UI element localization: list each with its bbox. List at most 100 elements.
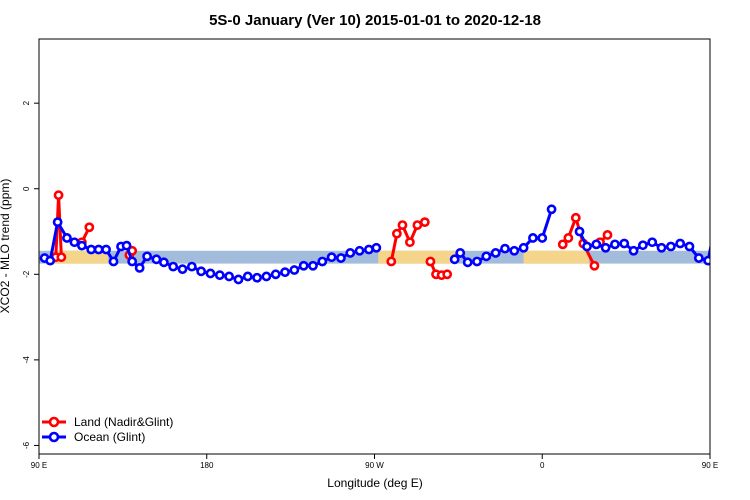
ocean-data-point — [712, 219, 719, 226]
ocean-data-point — [233, 274, 244, 285]
ocean-data-point — [518, 242, 529, 253]
ocean-data-point — [151, 254, 162, 265]
ocean-data-point — [647, 237, 658, 248]
ocean-data-point — [675, 238, 686, 249]
ocean-data-point — [261, 271, 272, 282]
y-tick-label: 2 — [22, 100, 31, 105]
land-data-point — [412, 220, 423, 231]
land-data-point — [557, 239, 568, 250]
x-tick-label: 0 — [540, 461, 545, 470]
ocean-data-point — [196, 266, 207, 277]
ocean-data-point — [214, 270, 225, 281]
land-data-point — [425, 256, 436, 267]
ocean-data-point — [490, 248, 501, 258]
ocean-data-point — [665, 241, 676, 252]
ocean-data-point — [336, 253, 346, 263]
ocean-data-point — [270, 269, 281, 280]
y-axis-label: XCO2 - MLO trend (ppm) — [0, 179, 12, 314]
plot-background — [39, 250, 710, 264]
ocean-data-point — [638, 240, 648, 251]
legend: Land (Nadir&Glint)Ocean (Glint) — [42, 415, 173, 444]
ocean-data-point — [142, 251, 153, 262]
ocean-data-point — [127, 256, 138, 267]
land-data-point — [84, 222, 95, 233]
land-data-point — [589, 260, 600, 271]
land-data-point — [391, 228, 402, 239]
ocean-data-point — [600, 242, 611, 253]
land-data-point — [53, 190, 64, 201]
ocean-data-point — [703, 255, 710, 266]
ocean-data-point — [317, 256, 328, 267]
land-data-point — [386, 256, 397, 267]
ocean-data-point — [280, 267, 290, 278]
ocean-data-point — [628, 245, 639, 256]
ocean-data-point — [729, 239, 736, 246]
ocean-data-point — [52, 217, 63, 228]
x-tick-label: 90 W — [365, 461, 384, 470]
land-data-point — [419, 217, 430, 228]
ocean-data-point — [528, 233, 538, 243]
ocean-data-point — [449, 254, 460, 265]
ocean-data-point — [610, 239, 620, 250]
ocean-data-point — [168, 261, 179, 272]
y-axis: 2 0 -2 -4 -6 — [22, 100, 39, 449]
land-data-point — [563, 233, 574, 243]
ocean-data-point — [481, 251, 492, 262]
ocean-data-point — [308, 260, 318, 271]
land-data-point — [570, 212, 581, 223]
ocean-data-point — [719, 234, 726, 241]
ocean-data-point — [500, 243, 510, 254]
x-axis-label: Longitude (deg E) — [327, 476, 422, 490]
y-tick-label: 0 — [22, 186, 31, 191]
ocean-data-point — [242, 271, 253, 282]
land-range-band-0 — [52, 250, 108, 264]
ocean-data-point — [345, 248, 356, 258]
ocean-data-point — [619, 238, 630, 249]
ocean-data-point — [224, 271, 235, 282]
legend-ocean-label: Ocean (Glint) — [74, 430, 145, 444]
ocean-data-point — [546, 204, 557, 215]
ocean-data-point — [736, 242, 743, 249]
land-range-band-1 — [378, 250, 459, 264]
ocean-data-point — [252, 272, 262, 283]
y-tick-label: -2 — [22, 270, 31, 278]
legend-land-marker — [48, 416, 60, 428]
land-data-point — [602, 230, 613, 240]
ocean-data-point — [656, 242, 667, 253]
land-data-point — [56, 252, 67, 263]
ocean-data-point — [326, 252, 337, 263]
ocean-data-point — [134, 262, 145, 273]
ocean-data-point — [364, 244, 374, 255]
ocean-data-point — [472, 256, 482, 267]
ocean-data-point — [354, 245, 365, 256]
ocean-data-point — [158, 257, 169, 268]
ocean-data-point — [509, 245, 520, 256]
ocean-data-point — [298, 260, 309, 271]
ocean-data-point — [101, 244, 111, 255]
ocean-data-point — [684, 241, 695, 252]
ocean-data-point — [69, 237, 80, 248]
ocean-data-point — [582, 241, 592, 252]
ocean-data-point — [289, 265, 300, 275]
ocean-data-point — [177, 264, 188, 275]
ocean-data-point — [205, 268, 216, 279]
data-marks — [39, 190, 743, 285]
y-tick-label: -4 — [22, 356, 31, 364]
ocean-data-point — [574, 226, 585, 237]
ocean-data-point — [93, 244, 104, 255]
x-tick-label: 180 — [200, 461, 214, 470]
x-tick-label: 90 E — [31, 461, 47, 470]
ocean-data-point — [455, 248, 466, 258]
y-tick-label: -6 — [22, 441, 31, 449]
land-data-point — [442, 269, 453, 280]
ocean-data-point — [186, 261, 197, 272]
ocean-data-point — [108, 256, 119, 267]
ocean-data-point — [62, 233, 72, 243]
ocean-data-point — [121, 240, 132, 251]
chart-title: 5S-0 January (Ver 10) 2015-01-01 to 2020… — [209, 12, 541, 29]
ocean-data-point — [693, 253, 704, 263]
ocean-data-point — [537, 233, 548, 243]
ocean-data-point — [462, 257, 473, 268]
land-data-point — [397, 220, 408, 231]
